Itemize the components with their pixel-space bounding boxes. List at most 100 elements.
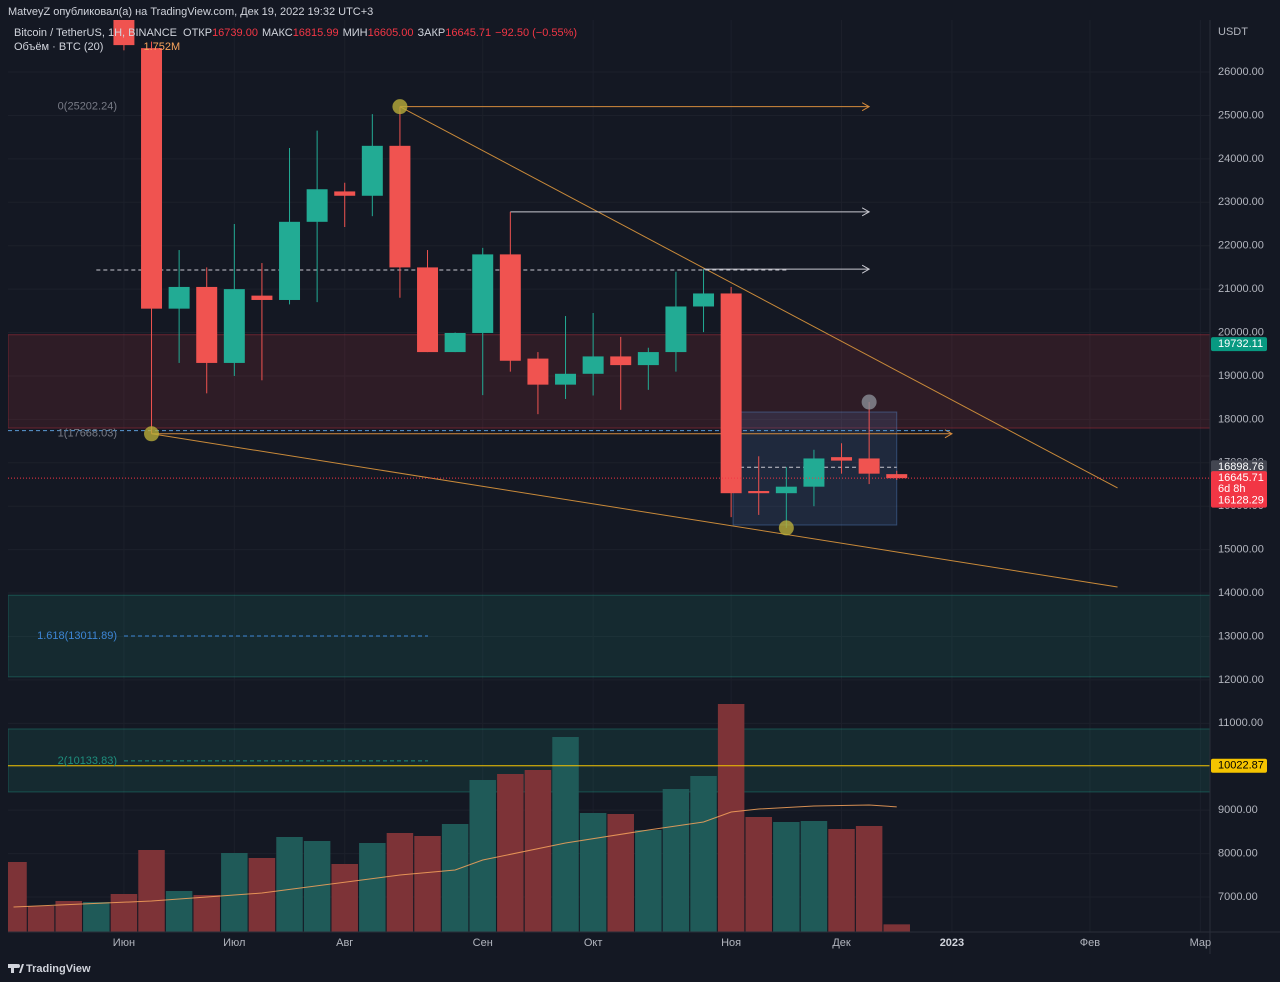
price-label: 10022.87 [1218, 760, 1264, 772]
price-label-box [1211, 493, 1267, 508]
volume-bar [138, 850, 165, 932]
volume-bar [27, 906, 55, 932]
candle-body [748, 491, 770, 494]
marker [861, 394, 877, 410]
volume-bar [193, 895, 220, 932]
candle-body [279, 221, 301, 300]
volume-bar [800, 821, 828, 932]
candle-body [196, 286, 218, 363]
fib-label: 1.618(13011.89) [37, 630, 117, 642]
legend: Bitcoin / TetherUS, 1Н, BINANCE ОТКР16739… [14, 27, 577, 39]
volume-bar [828, 829, 855, 932]
volume-bar [248, 858, 276, 932]
ohlc-value: 16739.00 [212, 27, 258, 39]
candle-body [858, 458, 880, 474]
candle-body [168, 286, 190, 309]
ray-arrow [861, 102, 871, 112]
candle-body [417, 267, 439, 353]
volume-bar [745, 817, 772, 932]
volume-bar [717, 704, 745, 932]
volume-bar [524, 770, 552, 932]
y-tick-label: 23000.00 [1218, 196, 1264, 208]
y-tick-label: 15000.00 [1218, 544, 1264, 556]
y-tick-label: 13000.00 [1218, 630, 1264, 642]
volume-ma-line [13, 804, 897, 908]
y-tick-label: 8000.00 [1218, 847, 1258, 859]
x-tick-label: Сен [473, 937, 493, 949]
ohlc-key: МАКС [262, 27, 293, 39]
volume-bar [303, 841, 331, 932]
ohlc-key: МИН [343, 27, 368, 39]
ray-arrow [861, 207, 871, 217]
volume-bar [331, 864, 358, 932]
x-tick-label: Ноя [721, 937, 741, 949]
volume-bar [469, 780, 496, 932]
x-tick-label: Дек [832, 937, 851, 949]
fib-label: 1(17668.03) [58, 428, 117, 440]
change: −92.50 (−0.55%) [495, 27, 577, 39]
x-tick-label: 2023 [940, 937, 964, 949]
x-tick-label: Авг [336, 937, 353, 949]
volume-bar [276, 837, 303, 932]
zone [8, 334, 1210, 429]
ray-arrow [861, 264, 871, 274]
price-label-box [1211, 460, 1267, 475]
x-tick-label: Мар [1190, 937, 1212, 949]
volume-ma-value: 1.752M [143, 41, 180, 53]
x-tick-label: Июл [223, 937, 245, 949]
y-tick-label: 22000.00 [1218, 240, 1264, 252]
publisher: MatveyZ опубликовал(а) на TradingView.co… [8, 6, 373, 18]
volume-bar [607, 814, 634, 932]
candle-body [582, 356, 604, 374]
ohlc-value: 16605.00 [368, 27, 414, 39]
volume-bar [110, 894, 138, 932]
volume-bar [221, 853, 248, 932]
candle-body [693, 293, 715, 307]
trendline [151, 433, 1118, 588]
marker [392, 99, 408, 115]
plot-area [8, 20, 1210, 932]
y-tick-label: 20000.00 [1218, 326, 1264, 338]
candle-body [389, 145, 411, 268]
axes: 7000.008000.009000.0010000.0011000.00120… [37, 66, 1267, 949]
candle-body [141, 48, 163, 309]
y-tick-label: 25000.00 [1218, 109, 1264, 121]
price-label: 16898.76 [1218, 461, 1264, 473]
candle-body [251, 295, 273, 300]
volume-bar [883, 924, 910, 932]
candle-body [444, 332, 466, 353]
volume-bar [579, 813, 607, 932]
candle-body [527, 358, 549, 385]
volume-bar [497, 774, 524, 932]
price-label: 16645.71 [1218, 472, 1264, 484]
volume-bar [855, 826, 883, 932]
candle-body [610, 356, 632, 366]
y-tick-label: 12000.00 [1218, 674, 1264, 686]
candle-body [775, 486, 797, 494]
marker [778, 520, 794, 536]
volume-bar [773, 822, 800, 932]
volume-bar [359, 843, 386, 932]
price-label: 16128.29 [1218, 495, 1264, 507]
candle-body [113, 20, 135, 46]
volume-bar [414, 836, 441, 932]
x-tick-label: Окт [584, 937, 603, 949]
trendline [399, 106, 1118, 489]
candle-body [665, 306, 687, 353]
fib-label: 0(25202.24) [58, 101, 117, 113]
volume-label: Объём · BTC (20) [14, 41, 103, 53]
candle-body [223, 289, 245, 363]
volume-legend: Объём · BTC (20) 1.752M [14, 41, 180, 53]
marker [144, 426, 160, 442]
candle-body [803, 458, 825, 487]
candle-body [334, 191, 356, 196]
y-tick-label: 18000.00 [1218, 413, 1264, 425]
candle-body [886, 474, 908, 479]
ohlc-key: ЗАКР [417, 27, 445, 39]
y-tick-label: 9000.00 [1218, 804, 1258, 816]
y-tick-label: 7000.00 [1218, 891, 1258, 903]
footer-brand: TradingView [26, 963, 91, 975]
y-tick-label: 21000.00 [1218, 283, 1264, 295]
